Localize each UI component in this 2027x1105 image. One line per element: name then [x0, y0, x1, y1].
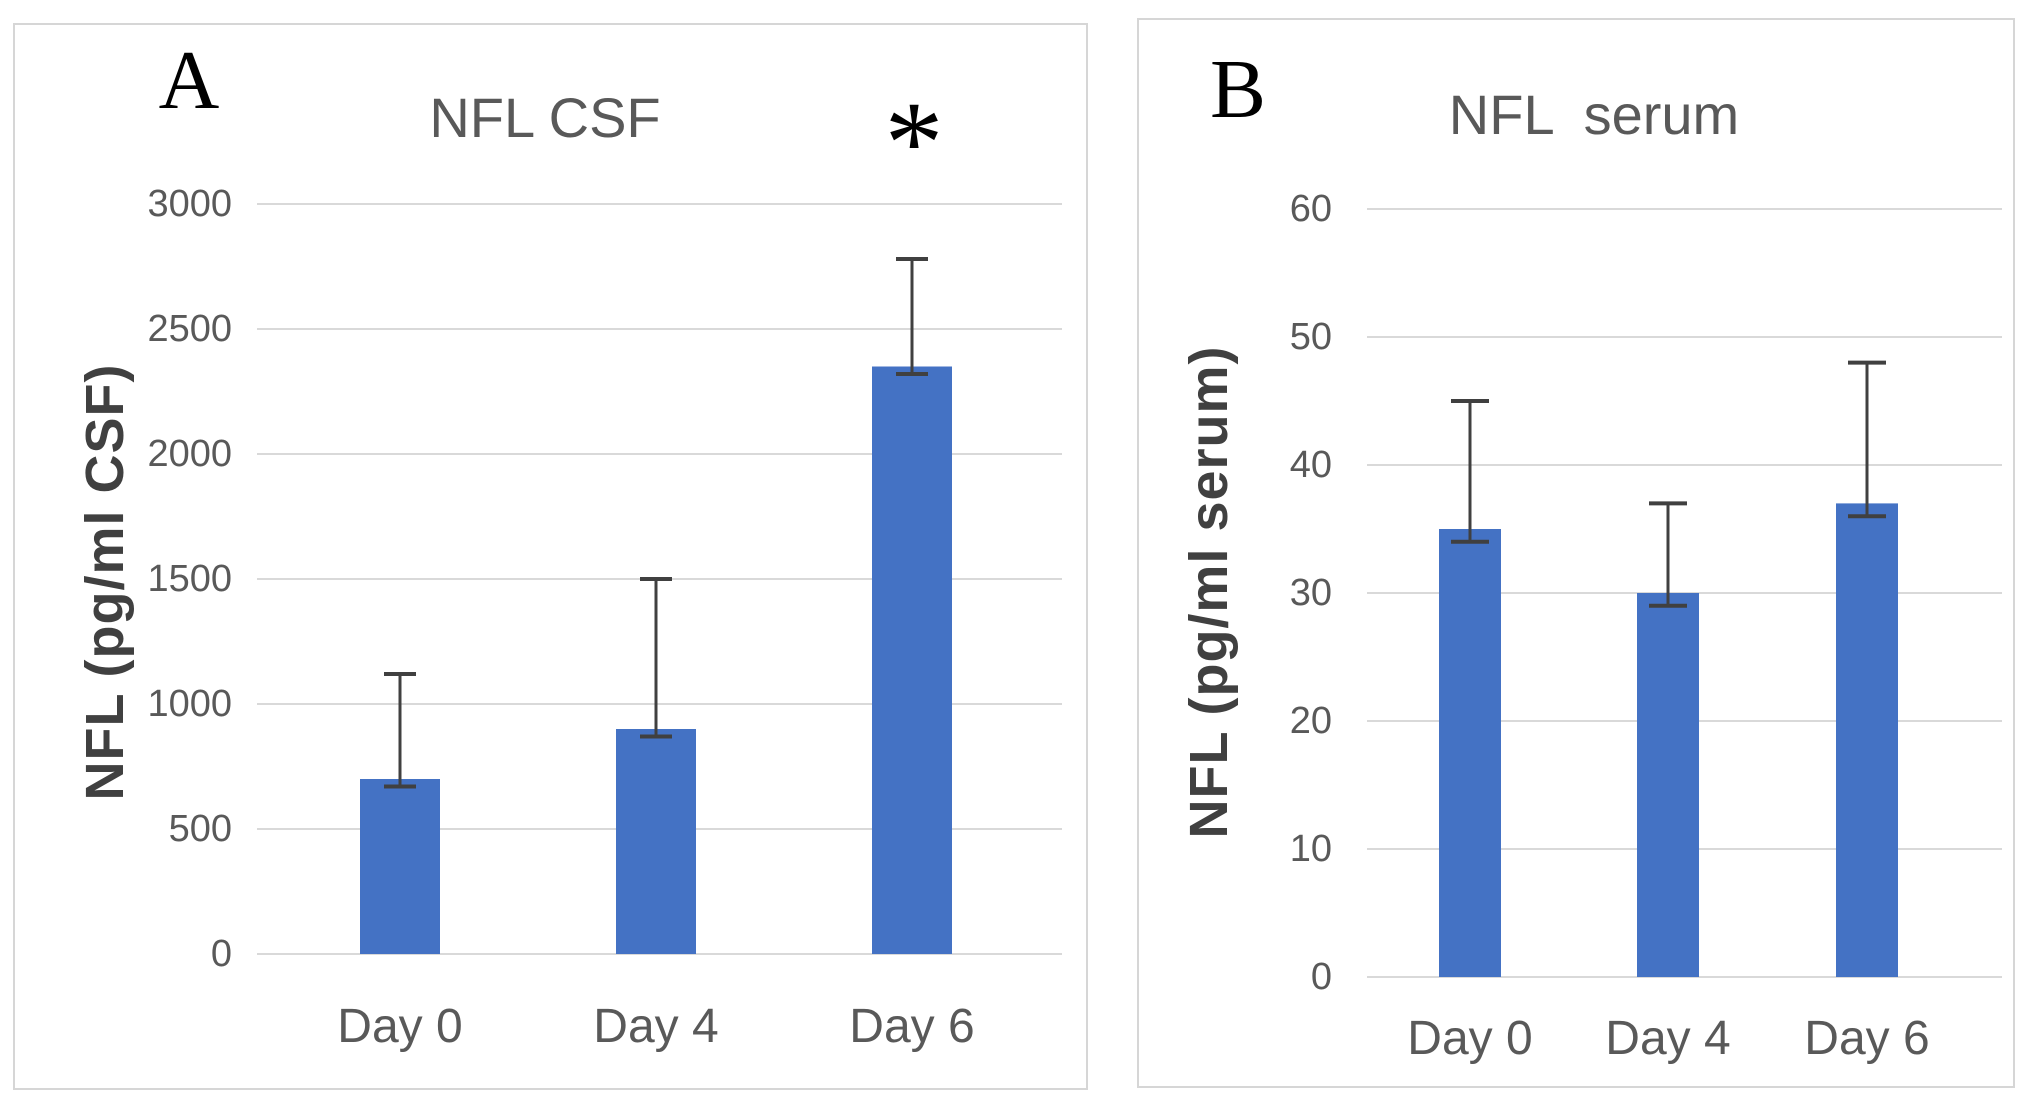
y-tick-label-40: 40	[1289, 444, 1332, 486]
x-category-label-day-6: Day 6	[849, 1000, 975, 1053]
x-category-label-day-4: Day 4	[1605, 1012, 1731, 1065]
y-tick-label-20: 20	[1289, 700, 1332, 742]
panel-b-plot	[1367, 208, 2002, 978]
y-tick-label-0: 0	[1310, 956, 1332, 998]
significance-asterisk: *	[884, 77, 944, 208]
error-bar-day-0	[384, 672, 416, 789]
panel-a-letter: A	[158, 34, 220, 127]
y-tick-label-1500: 1500	[147, 558, 232, 600]
panel-a-title: NFL CSF	[429, 86, 661, 149]
y-tick-label-10: 10	[1289, 828, 1332, 870]
error-bar-day-0	[1451, 399, 1489, 544]
panel-a: A NFL CSF * NFL (pg/ml CSF) 0 500 1000 1500…	[13, 23, 1088, 1090]
bar-day-4	[616, 729, 696, 954]
error-bar-day-4	[640, 577, 672, 739]
bar-day-4	[1637, 593, 1699, 977]
error-bar-day-6	[1848, 360, 1886, 519]
x-category-label-day-4: Day 4	[593, 1000, 719, 1053]
x-category-label-day-6: Day 6	[1804, 1012, 1930, 1065]
y-tick-label-2000: 2000	[147, 433, 232, 475]
y-tick-label-50: 50	[1289, 316, 1332, 358]
x-category-label-day-0: Day 0	[337, 1000, 463, 1053]
panel-b-letter: B	[1209, 43, 1267, 136]
bar-day-0	[360, 779, 440, 954]
panel-b: B NFL serum NFL (pg/ml serum) 0 10 20 30 40 5…	[1137, 18, 2015, 1088]
bar-day-0	[1439, 529, 1501, 977]
y-tick-label-3000: 3000	[147, 183, 232, 225]
y-tick-label-2500: 2500	[147, 308, 232, 350]
y-tick-label-1000: 1000	[147, 683, 232, 725]
y-tick-label-30: 30	[1289, 572, 1332, 614]
bar-day-6	[1836, 503, 1898, 977]
bar-day-6	[872, 366, 952, 954]
panel-b-title: NFL serum	[1448, 83, 1740, 146]
panel-a-plot	[257, 203, 1062, 955]
error-bar-day-6	[896, 257, 928, 376]
y-tick-label-0: 0	[210, 933, 232, 975]
x-category-label-day-0: Day 0	[1407, 1012, 1533, 1065]
error-bar-day-4	[1649, 501, 1687, 608]
y-tick-label-60: 60	[1289, 188, 1332, 230]
y-tick-label-500: 500	[168, 808, 232, 850]
